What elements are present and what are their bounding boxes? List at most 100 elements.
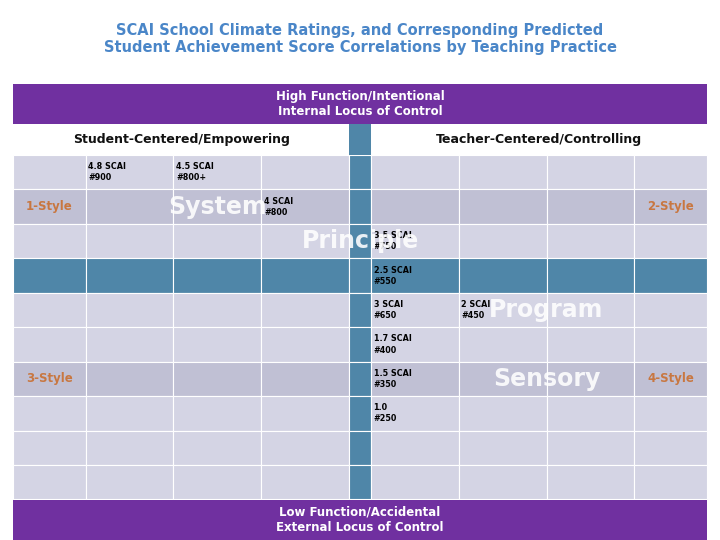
Bar <box>261 362 349 396</box>
Bar <box>459 224 546 258</box>
Bar <box>86 224 174 258</box>
Text: 1.5 SCAI
#350: 1.5 SCAI #350 <box>374 369 411 389</box>
Bar <box>13 465 86 500</box>
Text: 3 SCAI
#650: 3 SCAI #650 <box>374 300 402 320</box>
Bar <box>261 190 349 224</box>
Bar <box>371 258 459 293</box>
Bar <box>634 396 707 430</box>
Bar <box>546 327 634 362</box>
Bar <box>371 430 459 465</box>
Bar <box>174 190 261 224</box>
Text: 2 SCAI
#450: 2 SCAI #450 <box>462 300 491 320</box>
Bar <box>86 327 174 362</box>
Bar <box>634 293 707 327</box>
Text: 1.7 SCAI
#400: 1.7 SCAI #400 <box>374 334 411 355</box>
Bar <box>261 224 349 258</box>
Bar <box>459 293 546 327</box>
Bar <box>349 430 371 465</box>
Bar <box>459 430 546 465</box>
Bar <box>349 362 371 396</box>
Bar <box>261 293 349 327</box>
Bar <box>86 465 174 500</box>
Text: 3.5 SCAI
#750: 3.5 SCAI #750 <box>374 231 411 251</box>
Bar <box>371 396 459 430</box>
Text: Low Function/Accidental
External Locus of Control: Low Function/Accidental External Locus o… <box>276 506 444 534</box>
Bar <box>634 258 707 293</box>
Bar <box>349 190 371 224</box>
Bar <box>546 155 634 190</box>
Bar <box>371 293 459 327</box>
Bar <box>634 465 707 500</box>
Bar <box>86 258 174 293</box>
Bar <box>634 155 707 190</box>
Bar <box>634 327 707 362</box>
Bar <box>174 396 261 430</box>
Bar <box>174 362 261 396</box>
Text: 4.5 SCAI
#800+: 4.5 SCAI #800+ <box>176 162 215 183</box>
Text: 4-Style: 4-Style <box>647 373 694 386</box>
Text: System: System <box>168 194 266 219</box>
Bar <box>546 258 634 293</box>
Bar <box>634 362 707 396</box>
Bar <box>174 430 261 465</box>
Bar <box>634 190 707 224</box>
Bar <box>13 84 707 124</box>
Bar <box>174 327 261 362</box>
Bar <box>174 465 261 500</box>
Bar <box>13 124 707 155</box>
Bar <box>13 224 86 258</box>
Text: 3-Style: 3-Style <box>26 373 73 386</box>
Bar <box>13 500 707 540</box>
Bar <box>459 155 546 190</box>
Text: 2-Style: 2-Style <box>647 200 694 213</box>
Bar <box>261 465 349 500</box>
Bar <box>349 396 371 430</box>
Bar <box>86 362 174 396</box>
Text: SCAI School Climate Ratings, and Corresponding Predicted
Student Achievement Sco: SCAI School Climate Ratings, and Corresp… <box>104 23 616 55</box>
Text: Teacher-Centered/Controlling: Teacher-Centered/Controlling <box>436 133 642 146</box>
Bar <box>634 430 707 465</box>
Bar <box>371 362 459 396</box>
Bar <box>13 362 86 396</box>
Bar <box>13 155 86 190</box>
Bar <box>546 224 634 258</box>
Bar <box>546 362 634 396</box>
Bar <box>459 258 546 293</box>
Bar <box>546 396 634 430</box>
Bar <box>174 155 261 190</box>
Text: 4.8 SCAI
#900: 4.8 SCAI #900 <box>89 162 127 183</box>
Bar <box>13 258 86 293</box>
Bar <box>86 293 174 327</box>
Bar <box>546 293 634 327</box>
Bar <box>546 430 634 465</box>
Bar <box>13 293 86 327</box>
Bar <box>349 224 371 258</box>
Bar <box>349 155 371 190</box>
Bar <box>261 327 349 362</box>
Bar <box>349 465 371 500</box>
Bar <box>546 190 634 224</box>
Text: High Function/Intentional
Internal Locus of Control: High Function/Intentional Internal Locus… <box>276 90 444 118</box>
Bar <box>13 430 86 465</box>
Bar <box>13 327 86 362</box>
Text: 4 SCAI
#800: 4 SCAI #800 <box>264 197 294 217</box>
Bar <box>174 258 261 293</box>
Bar <box>261 396 349 430</box>
Bar <box>349 258 371 293</box>
Bar <box>86 396 174 430</box>
Bar <box>86 155 174 190</box>
Bar <box>634 224 707 258</box>
Bar <box>459 327 546 362</box>
Bar <box>86 430 174 465</box>
Text: 1.0
#250: 1.0 #250 <box>374 403 397 423</box>
Bar <box>459 190 546 224</box>
Bar <box>371 190 459 224</box>
Bar <box>13 190 86 224</box>
Bar <box>371 465 459 500</box>
Text: 2.5 SCAI
#550: 2.5 SCAI #550 <box>374 266 412 286</box>
Bar <box>261 430 349 465</box>
Bar <box>261 258 349 293</box>
Text: Program: Program <box>490 298 603 322</box>
Bar <box>174 293 261 327</box>
Bar <box>371 327 459 362</box>
